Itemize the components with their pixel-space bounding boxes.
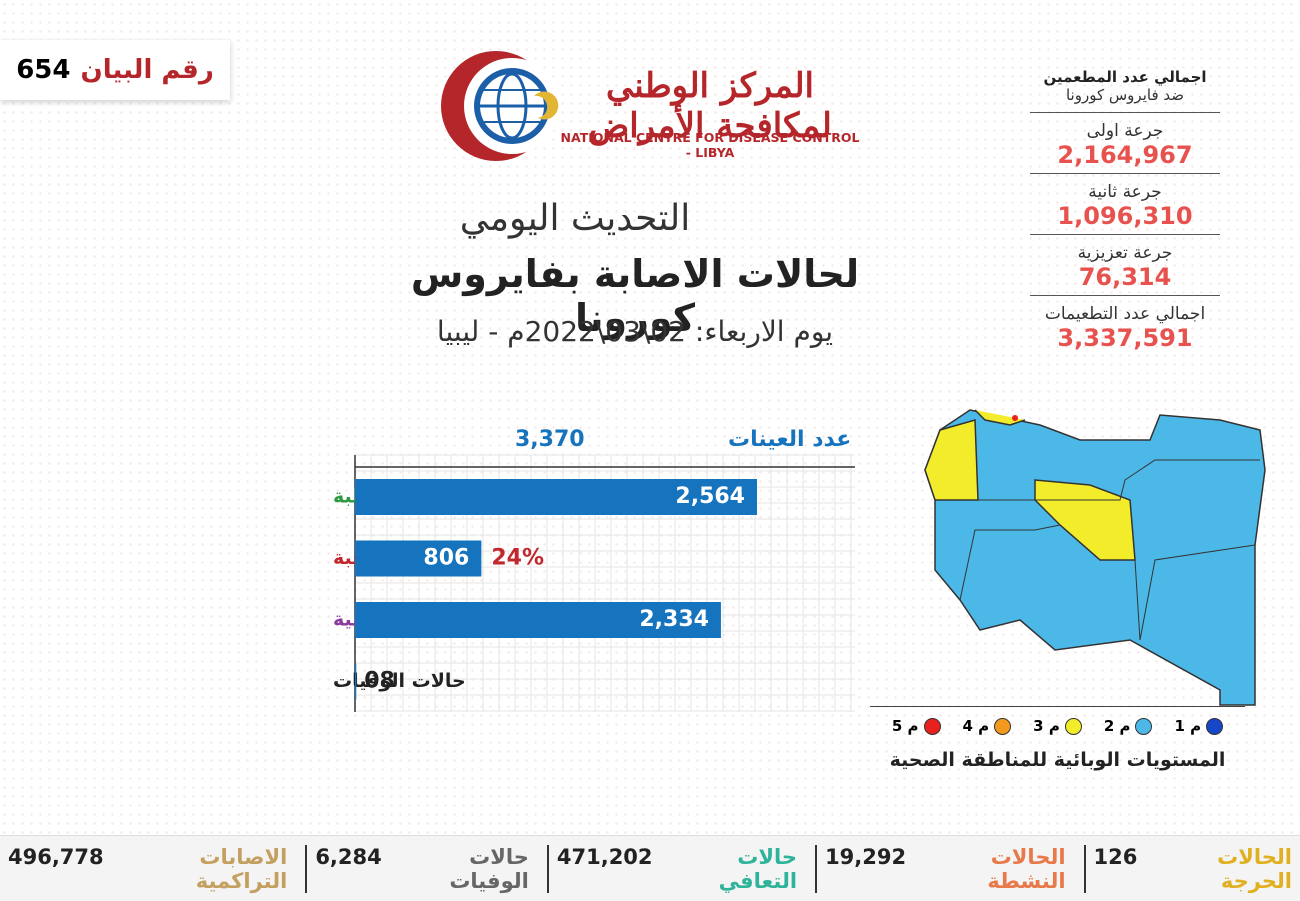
vaccination-value: 76,314: [1078, 263, 1172, 291]
vaccination-item: جرعة ثانية 1,096,310: [1030, 173, 1220, 234]
vaccination-panel: اجمالي عدد المطعمين ضد فايروس كورونا جرع…: [1030, 68, 1220, 356]
footer-label: حالات التعافي: [718, 844, 798, 893]
vaccination-value: 3,337,591: [1057, 324, 1193, 352]
legend-item: م 1: [1174, 717, 1224, 735]
legend-item: م 4: [963, 717, 1012, 735]
vaccination-item: جرعة تعزيزية 76,314: [1030, 234, 1220, 295]
vaccination-label: اجمالي عدد التطعيمات: [1044, 304, 1206, 324]
org-name-english: NATIONAL CENTRE FOR DISEASE CONTROL - LI…: [560, 130, 860, 160]
statement-label: رقم البيان: [80, 55, 214, 85]
footer-label: الاصابات التراكمية: [195, 844, 288, 893]
vaccination-item: جرعة اولى 2,164,967: [1030, 112, 1220, 173]
legend-swatch: [1064, 717, 1082, 735]
legend-levels: م 1 م 2 م 3 م 4 م 5: [870, 717, 1245, 735]
legend-label: م 4: [962, 717, 990, 735]
footer-item: حالات التعافي 471,202: [546, 844, 805, 893]
footer-item: الحالات النشطة 19,292: [815, 844, 1073, 893]
footer-label: الحالات الحرجة: [1217, 844, 1292, 893]
value-label: 2,564: [675, 484, 745, 509]
org-name-arabic: المركز الوطني لمكافحة الأمراض: [588, 66, 832, 146]
category-label: حالات الوفيات: [333, 670, 466, 692]
bar: [355, 602, 721, 638]
vaccination-subheading: ضد فايروس كورونا: [1065, 86, 1184, 104]
legend-label: م 5: [891, 717, 919, 735]
footer-value: 126: [1093, 844, 1138, 869]
vaccination-label: جرعة ثانية: [1088, 182, 1162, 202]
map: [924, 409, 1266, 706]
legend-item: م 2: [1104, 717, 1153, 735]
value-label: 08: [364, 669, 395, 694]
legend-label: م 3: [1033, 717, 1060, 735]
vaccination-label: جرعة اولى: [1086, 121, 1164, 141]
footer-value: 496,778: [7, 844, 104, 869]
legend-item: م 3: [1033, 717, 1082, 735]
statement-number: 654: [16, 55, 71, 85]
footer-label: الحالات النشطة: [987, 844, 1066, 893]
title-line2: لحالات الاصابة بفايروس كورونا: [410, 252, 860, 340]
legend-item: م 5: [892, 717, 941, 735]
legend-swatch: [923, 717, 941, 735]
chart-title: عدد العينات: [728, 427, 851, 452]
legend-swatch: [1135, 717, 1153, 735]
vaccination-value: 1,096,310: [1057, 202, 1193, 230]
footer-item: حالات الوفيات 6,284: [305, 844, 537, 893]
bar: [355, 479, 757, 515]
footer-value: 471,202: [556, 844, 653, 869]
legend-swatch: [994, 717, 1012, 735]
legend-title: المستويات الوبائية للمناطقة الصحية: [889, 749, 1226, 771]
title-date: يوم الاربعاء: 02\03\2022م - ليبيا: [436, 315, 834, 348]
sample-count: 3,370: [515, 427, 585, 452]
legend-swatch: [1206, 717, 1224, 735]
footer-value: 19,292: [825, 844, 907, 869]
legend-label: م 1: [1174, 717, 1202, 735]
map-legend: م 1 م 2 م 3 م 4 م 5 المستويات الوبائية للمنا…: [870, 706, 1245, 771]
footer: الحالات الحرجة 126 الحالات النشطة 19,292 حال…: [0, 835, 1300, 901]
vaccination-label: جرعة تعزيزية: [1077, 243, 1173, 263]
footer-item: الحالات الحرجة 126: [1083, 844, 1300, 893]
bar: [355, 540, 482, 577]
bar: [355, 663, 357, 700]
vaccination-item: اجمالي عدد التطعيمات 3,337,591: [1030, 295, 1220, 356]
footer-item: الاصابات التراكمية 496,778: [0, 845, 295, 893]
vaccination-value: 2,164,967: [1057, 141, 1193, 169]
value-label: 806: [423, 546, 469, 571]
legend-label: م 2: [1103, 717, 1131, 735]
logo: [441, 51, 560, 161]
value-label: 2,334: [639, 607, 709, 632]
positive-rate: 24%: [491, 546, 544, 571]
title-line1: التحديث اليومي: [459, 198, 691, 239]
statement-box: رقم البيان 654: [0, 40, 230, 100]
footer-label: حالات الوفيات: [449, 844, 529, 893]
vaccination-heading: اجمالي عدد المطعمين: [1043, 68, 1207, 86]
footer-value: 6,284: [315, 844, 382, 869]
